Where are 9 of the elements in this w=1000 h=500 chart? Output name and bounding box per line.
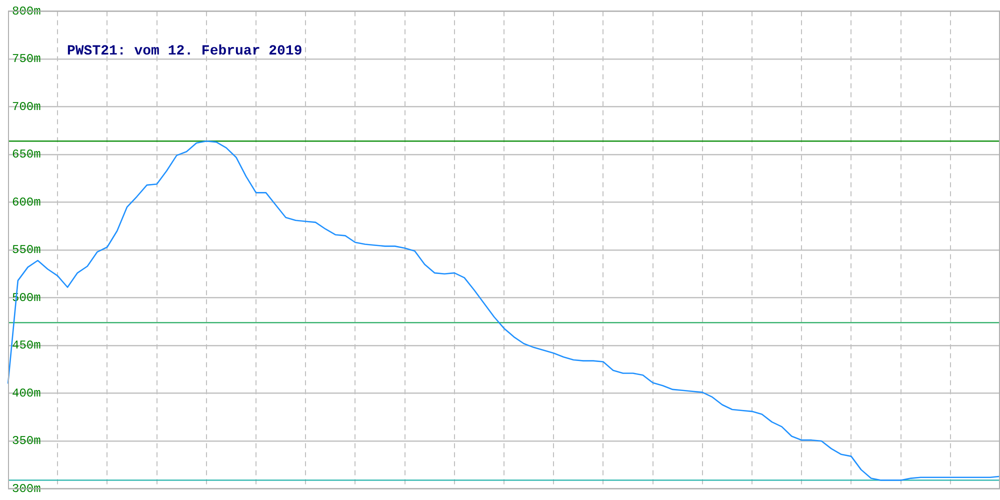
y-tick-label: 700m [12, 100, 41, 114]
y-tick-label: 350m [12, 434, 41, 448]
y-tick-label: 650m [12, 148, 41, 162]
y-tick-label: 600m [12, 195, 41, 210]
y-tick-label: 450m [12, 338, 41, 353]
y-tick-label: 750m [12, 52, 41, 66]
y-tick-label: 400m [12, 386, 41, 400]
y-tick-label: 550m [12, 243, 41, 258]
text: PWST21: vom 12. Februar 2019 [67, 44, 302, 60]
